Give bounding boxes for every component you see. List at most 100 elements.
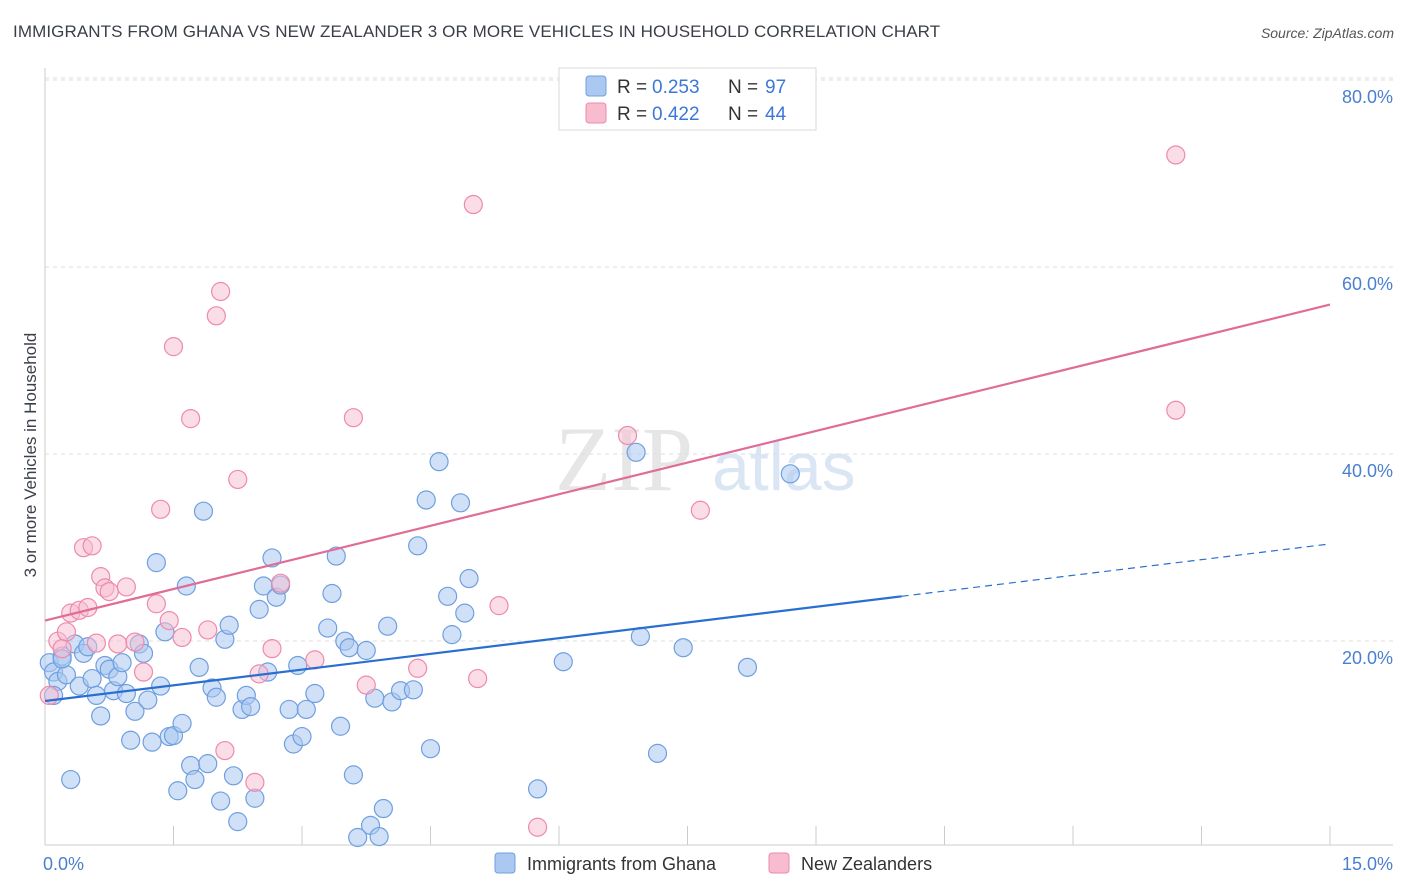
legend-swatch-nz (586, 103, 606, 123)
ghana-point-40 (212, 792, 230, 810)
ghana-point-37 (199, 755, 217, 773)
nz-point-18 (152, 500, 170, 518)
ghana-point-87 (529, 780, 547, 798)
ghana-point-72 (370, 828, 388, 846)
ghana-point-78 (409, 537, 427, 555)
x-tick-label-min: 0.0% (43, 854, 84, 874)
legend-n-value-ghana: 97 (765, 77, 786, 98)
nz-point-0 (40, 686, 58, 704)
ghana-point-36 (194, 502, 212, 520)
ghana-point-30 (169, 782, 187, 800)
ghana-point-88 (554, 653, 572, 671)
ghana-point-55 (280, 700, 298, 718)
nz-point-19 (160, 612, 178, 630)
nz-point-26 (216, 742, 234, 760)
bottom-legend-label-nz: New Zealanders (801, 854, 932, 874)
ghana-point-80 (422, 740, 440, 758)
nz-point-31 (272, 574, 290, 592)
y-tick-label-60: 60.0% (1342, 274, 1393, 294)
ghana-point-43 (224, 767, 242, 785)
trend-line-nz (45, 305, 1330, 621)
ghana-point-89 (627, 443, 645, 461)
nz-point-35 (409, 659, 427, 677)
scatter-chart: ZIP atlas 20.0%40.0%60.0%80.0% 0.0% 15.0… (0, 0, 1406, 892)
ghana-point-73 (374, 800, 392, 818)
legend-r-label-nz: R = (617, 104, 647, 125)
trend-line-ghana-extrapolated (902, 544, 1330, 596)
ghana-point-31 (173, 714, 191, 732)
ghana-point-90 (631, 627, 649, 645)
ghana-point-77 (404, 681, 422, 699)
legend-r-value-ghana: 0.253 (652, 77, 700, 98)
ghana-point-49 (250, 600, 268, 618)
nz-point-22 (182, 410, 200, 428)
nz-point-21 (173, 628, 191, 646)
ghana-point-62 (323, 584, 341, 602)
nz-point-28 (246, 773, 264, 791)
nz-point-34 (357, 676, 375, 694)
nz-point-16 (135, 663, 153, 681)
nz-point-12 (100, 583, 118, 601)
ghana-point-69 (357, 642, 375, 660)
y-tick-labels: 20.0%40.0%60.0%80.0% (1342, 87, 1393, 668)
ghana-point-23 (139, 691, 157, 709)
bottom-legend-swatch-nz (769, 853, 789, 873)
nz-point-14 (117, 578, 135, 596)
nz-point-38 (490, 597, 508, 615)
nz-point-43 (1167, 401, 1185, 419)
legend-swatch-ghana (586, 76, 606, 96)
ghana-point-34 (186, 771, 204, 789)
ghana-point-25 (147, 554, 165, 572)
ghana-point-35 (190, 658, 208, 676)
nz-point-8 (83, 537, 101, 555)
ghana-point-24 (143, 733, 161, 751)
nz-point-13 (109, 635, 127, 653)
ghana-point-44 (229, 813, 247, 831)
y-axis-label: 3 or more Vehicles in Household (21, 333, 40, 578)
ghana-point-59 (297, 700, 315, 718)
legend-r-value-nz: 0.422 (652, 104, 700, 125)
nz-point-42 (1167, 146, 1185, 164)
ghana-point-47 (242, 698, 260, 716)
ghana-point-92 (674, 639, 692, 657)
ghana-point-83 (443, 626, 461, 644)
y-tick-label-40: 40.0% (1342, 461, 1393, 481)
legend-n-label-ghana: N = (728, 77, 758, 98)
ghana-point-81 (430, 453, 448, 471)
ghana-point-64 (332, 717, 350, 735)
nz-point-41 (691, 501, 709, 519)
ghana-point-18 (117, 685, 135, 703)
ghana-point-94 (781, 465, 799, 483)
nz-point-23 (199, 621, 217, 639)
nz-point-33 (344, 409, 362, 427)
ghana-point-82 (439, 587, 457, 605)
ghana-point-67 (344, 766, 362, 784)
ghana-point-85 (456, 604, 474, 622)
ghana-point-17 (113, 654, 131, 672)
x-tick-label-max: 15.0% (1342, 854, 1393, 874)
ghana-point-79 (417, 491, 435, 509)
legend-r-label-ghana: R = (617, 77, 647, 98)
ghana-point-74 (379, 617, 397, 635)
nz-point-37 (469, 670, 487, 688)
nz-point-3 (57, 623, 75, 641)
ghana-point-39 (207, 688, 225, 706)
ghana-point-58 (293, 728, 311, 746)
nz-point-2 (53, 640, 71, 658)
y-tick-label-20: 20.0% (1342, 648, 1393, 668)
legend-n-label-nz: N = (728, 104, 758, 125)
nz-point-9 (87, 634, 105, 652)
ghana-point-5 (62, 771, 80, 789)
nz-point-40 (619, 426, 637, 444)
nz-point-30 (263, 640, 281, 658)
legend-n-value-nz: 44 (765, 104, 787, 125)
nz-point-24 (207, 307, 225, 325)
nz-point-36 (464, 196, 482, 214)
ghana-point-60 (306, 685, 324, 703)
ghana-point-12 (92, 707, 110, 725)
nz-point-39 (529, 818, 547, 836)
bottom-legend-label-ghana: Immigrants from Ghana (527, 854, 717, 874)
ghana-point-93 (738, 658, 756, 676)
stats-legend: R = 0.253 N = 97 R = 0.422 N = 44 (559, 68, 816, 130)
ghana-point-61 (319, 619, 337, 637)
